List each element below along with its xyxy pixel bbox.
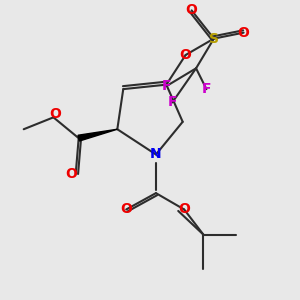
Text: O: O xyxy=(65,167,77,181)
Text: N: N xyxy=(150,148,162,161)
Text: F: F xyxy=(202,82,211,96)
Text: O: O xyxy=(178,202,190,217)
Text: O: O xyxy=(238,26,250,40)
Polygon shape xyxy=(78,129,117,141)
Text: O: O xyxy=(180,48,192,62)
Text: O: O xyxy=(49,107,61,122)
Text: F: F xyxy=(162,79,171,93)
Text: S: S xyxy=(209,32,219,46)
Text: F: F xyxy=(167,95,177,110)
Text: O: O xyxy=(120,202,132,217)
Text: O: O xyxy=(186,3,197,17)
